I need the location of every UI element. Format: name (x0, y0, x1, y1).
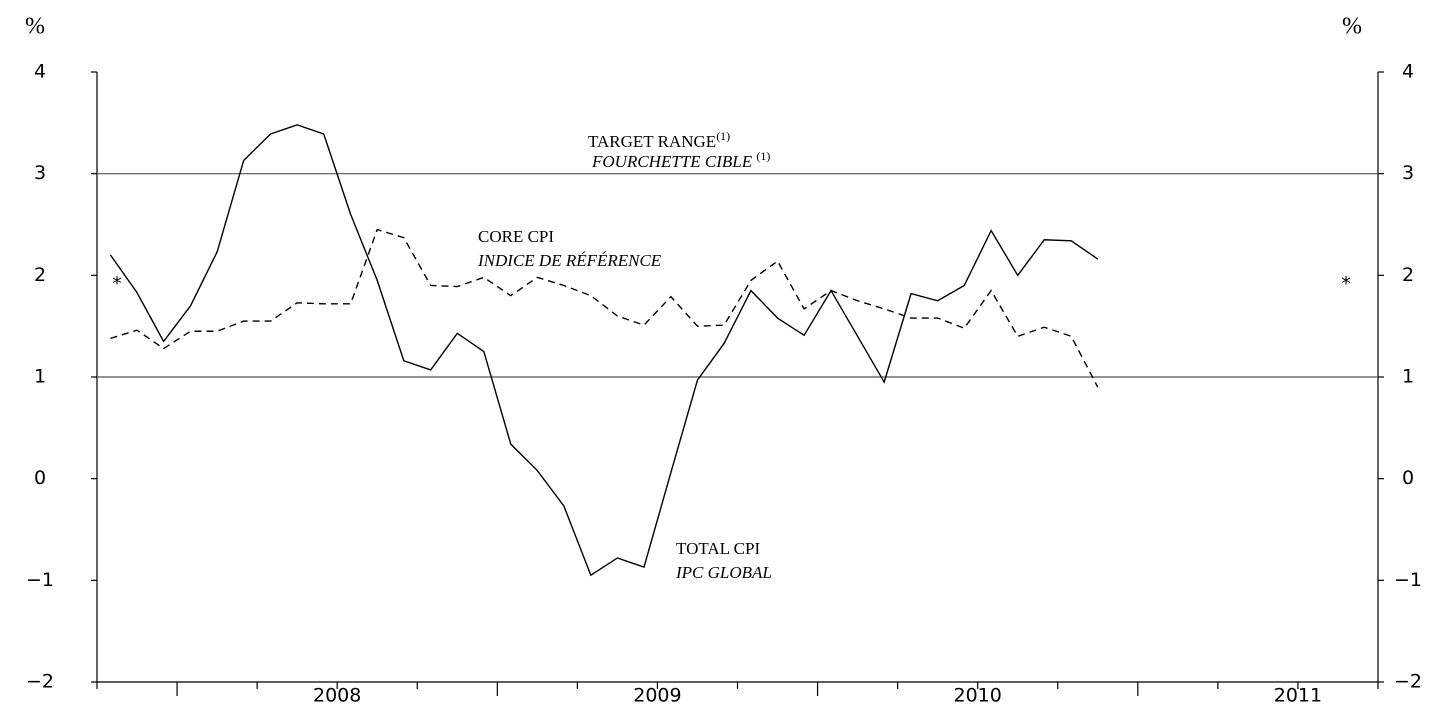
target-note-fr: (1) (756, 149, 770, 163)
core-label: CORE CPI (478, 227, 554, 246)
y2-tick-label: 0 (1402, 467, 1414, 489)
y2-tick-label: 1 (1402, 366, 1414, 388)
y-tick-label: 1 (34, 366, 46, 388)
y2-tick-label: −1 (1394, 569, 1422, 591)
series-line (110, 228, 1099, 388)
x-tick-label: 2008 (313, 685, 361, 706)
target-label-text: TARGET RANGE (588, 132, 716, 151)
y-tick-label: −2 (26, 671, 54, 693)
y2-tick-label: −2 (1394, 671, 1422, 693)
target-label-fr-text: FOURCHETTE CIBLE (591, 152, 756, 171)
target-label-fr: FOURCHETTE CIBLE (1) (591, 149, 770, 171)
y-unit-right: % (1342, 14, 1362, 40)
y-tick-label: 4 (34, 61, 46, 83)
y-tick-label: 0 (34, 467, 46, 489)
x-tick-label: 2011 (1274, 685, 1322, 706)
total-label: TOTAL CPI (676, 539, 760, 558)
y2-tick-label: 2 (1402, 264, 1414, 286)
y2-tick-label: 4 (1402, 61, 1414, 83)
y-tick-label: 2 (34, 264, 46, 286)
y-tick-label: −1 (26, 569, 54, 591)
total-label-fr: IPC GLOBAL (675, 563, 772, 582)
y2-tick-label: 3 (1402, 162, 1414, 184)
x-tick-label: 2009 (633, 685, 681, 706)
target-note: (1) (716, 129, 730, 143)
target-midpoint: * (1341, 273, 1351, 295)
x-tick-label: 2010 (954, 685, 1002, 706)
y-unit-left: % (25, 14, 45, 40)
target-midpoint: * (112, 273, 122, 295)
series-line (109, 124, 1099, 577)
y-tick-label: 3 (34, 162, 46, 184)
target-label: TARGET RANGE(1) (588, 129, 730, 151)
core-label-fr: INDICE DE RÉFÉRENCE (477, 251, 662, 270)
